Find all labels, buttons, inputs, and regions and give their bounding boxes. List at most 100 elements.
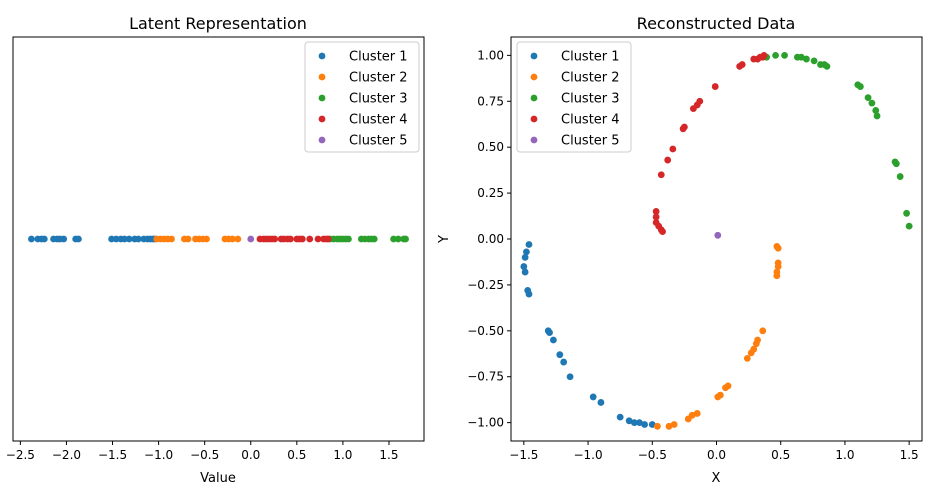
x-tick-label: 1.5 [900,448,919,462]
legend-entry: Cluster 1 [561,50,620,65]
data-point [864,94,872,101]
data-point [616,413,624,421]
data-point [657,171,665,179]
data-point [896,173,904,180]
data-point [75,235,82,243]
x-axis-ticks: −1.5 −1.0 −0.5 0.0 0.5 1.0 1.5 [509,441,919,462]
legend-entry: Cluster 2 [561,71,620,86]
data-point [823,62,831,70]
data-point [40,235,48,243]
legend: Cluster 1 Cluster 2 Cluster 3 Cluster 4 Clus… [304,41,420,153]
data-point [247,235,255,243]
data-point [28,235,35,243]
y-tick-label: −0.25 [467,278,504,292]
latent-representation-chart: Latent Representation −2.5 −2.0 −1.5 −1.0 −0… [6,14,425,486]
data-point [774,259,782,267]
x-tick-label: 1.0 [333,448,352,462]
legend-marker [530,136,538,144]
y-tick-label: 0.25 [477,186,504,200]
data-point [797,53,805,61]
data-point [759,327,767,335]
chart-title: Reconstructed Data [637,14,796,33]
data-point [184,235,192,243]
x-tick-label: −0.5 [190,448,219,462]
series-3 [326,235,409,243]
data-point [693,410,701,417]
data-point [597,399,605,406]
data-point [654,422,661,430]
data-point [306,235,314,243]
data-point [125,235,133,243]
data-point [669,145,677,153]
x-tick-label: −1.5 [98,448,127,462]
series-1 [520,241,656,428]
data-point [228,235,236,243]
legend-entry: Cluster 4 [349,113,408,128]
x-tick-label: −1.0 [144,448,173,462]
data-point [716,391,724,399]
legend: Cluster 1 Cluster 2 Cluster 3 Cluster 4 Clus… [516,41,632,153]
data-point [521,268,529,276]
data-point [641,421,648,428]
data-point [546,329,553,337]
data-point [754,336,761,344]
x-tick-label: 1.5 [379,448,398,462]
data-point [523,248,530,256]
x-tick-label: 0.0 [707,448,726,462]
data-point [781,51,788,59]
legend-entry: Cluster 1 [349,50,408,65]
legend-marker [318,73,326,81]
data-point [738,61,746,68]
data-point [868,99,876,107]
series-2 [153,235,242,243]
data-point [402,235,409,243]
data-point [652,213,660,221]
data-points [28,235,409,243]
series-1 [28,235,159,243]
x-axis-ticks: −2.5 −2.0 −1.5 −1.0 −0.5 0.0 0.5 1.0 1.5 [6,441,399,462]
data-point [892,160,900,168]
legend-marker [318,115,326,123]
x-tick-label: −1.0 [573,448,602,462]
data-points [520,51,913,430]
data-point [750,345,758,353]
x-axis-label: X [712,471,721,486]
data-point [60,235,68,243]
data-point [711,83,719,90]
data-point [652,208,660,215]
y-tick-label: −0.75 [467,370,504,384]
chart-title: Latent Representation [129,14,307,33]
x-tick-label: 0.5 [771,448,790,462]
data-point [873,112,881,120]
legend-entry: Cluster 5 [561,134,620,149]
y-tick-label: 0.00 [477,232,504,246]
data-point [345,235,352,243]
data-point [630,419,638,427]
data-point [525,290,533,298]
legend-marker [530,73,538,81]
data-point [773,268,781,276]
x-tick-label: 0.0 [241,448,260,462]
data-point [772,51,779,59]
data-point [566,373,574,381]
data-point [696,97,704,105]
data-point [286,235,294,243]
data-point [724,382,732,390]
data-point [625,417,633,425]
data-point [688,411,696,419]
series-5 [714,231,722,239]
legend-marker [530,115,538,123]
legend-entry: Cluster 3 [349,92,408,107]
legend-marker [318,52,326,60]
series-5 [247,235,255,243]
x-tick-label: 1.0 [835,448,854,462]
data-point [665,422,673,430]
data-point [680,123,688,131]
data-point [670,421,678,428]
data-point [636,419,643,427]
legend-marker [530,52,538,60]
y-tick-label: 1.00 [477,48,504,62]
data-point [298,235,306,243]
series-4 [652,51,768,236]
data-point [520,263,528,270]
